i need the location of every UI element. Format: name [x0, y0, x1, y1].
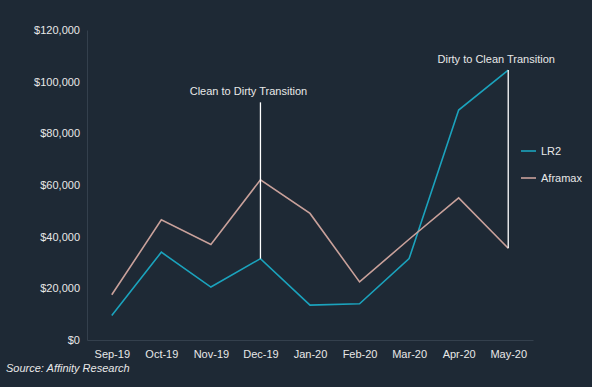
- x-tick: Nov-19: [194, 340, 229, 360]
- y-tick: $20,000: [40, 282, 87, 294]
- x-tick: Oct-19: [145, 340, 178, 360]
- background: [0, 0, 592, 387]
- x-axis-line: [88, 340, 534, 341]
- y-tick-label: $80,000: [40, 127, 80, 139]
- x-tick-label: Apr-20: [443, 348, 476, 360]
- y-tick-label: $120,000: [34, 24, 80, 36]
- plot-area: [112, 70, 508, 315]
- x-tick-label: Sep-19: [95, 348, 130, 360]
- x-tick: Feb-20: [343, 340, 378, 360]
- y-tick-label: $0: [68, 334, 80, 346]
- x-tick: Apr-20: [443, 340, 476, 360]
- source-note: Source: Affinity Research: [6, 362, 130, 374]
- y-axis-line: [87, 31, 88, 341]
- annotation-line: [260, 102, 261, 258]
- y-tick-label: $100,000: [34, 76, 80, 88]
- x-tick-label: Feb-20: [343, 348, 378, 360]
- x-tick: Mar-20: [392, 340, 427, 360]
- x-tick: Jan-20: [294, 340, 328, 360]
- series-line: [112, 180, 508, 295]
- y-tick-label: $20,000: [40, 282, 80, 294]
- legend-label: Aframax: [541, 172, 582, 184]
- x-tick: May-20: [490, 340, 527, 360]
- y-tick-label: $60,000: [40, 179, 80, 191]
- y-axis: $0 $20,000 $40,000 $60,000 $80,000 $100,000 $1…: [34, 24, 87, 346]
- legend: LR2 Aframax: [521, 145, 582, 184]
- annotations: Clean to Dirty Transition Dirty to Clean …: [190, 53, 555, 259]
- annotation-line: [508, 70, 509, 248]
- annotation-text: Clean to Dirty Transition: [190, 85, 307, 97]
- x-tick: Dec-19: [243, 340, 278, 360]
- y-tick-label: $40,000: [40, 231, 80, 243]
- series-line: [112, 70, 508, 315]
- chart: $0 $20,000 $40,000 $60,000 $80,000 $100,000 $1…: [0, 0, 592, 387]
- y-tick: $0: [68, 334, 87, 346]
- legend-swatch: [521, 150, 536, 152]
- y-tick: $40,000: [40, 231, 87, 243]
- x-axis: Sep-19 Oct-19 Nov-19 Dec-19 Jan-20 Feb-20 Mar-…: [88, 340, 534, 360]
- x-tick-label: Dec-19: [243, 348, 278, 360]
- y-tick: $100,000: [34, 76, 87, 88]
- x-tick-label: Oct-19: [145, 348, 178, 360]
- annotation-text: Dirty to Clean Transition: [438, 53, 555, 65]
- x-tick-label: Jan-20: [294, 348, 328, 360]
- y-tick: $120,000: [34, 24, 87, 36]
- x-tick-label: May-20: [490, 348, 527, 360]
- x-tick-label: Nov-19: [194, 348, 229, 360]
- legend-swatch: [521, 177, 536, 179]
- x-tick: Sep-19: [95, 340, 130, 360]
- y-tick: $60,000: [40, 179, 87, 191]
- y-tick: $80,000: [40, 127, 87, 139]
- legend-label: LR2: [541, 145, 561, 157]
- x-tick-label: Mar-20: [392, 348, 427, 360]
